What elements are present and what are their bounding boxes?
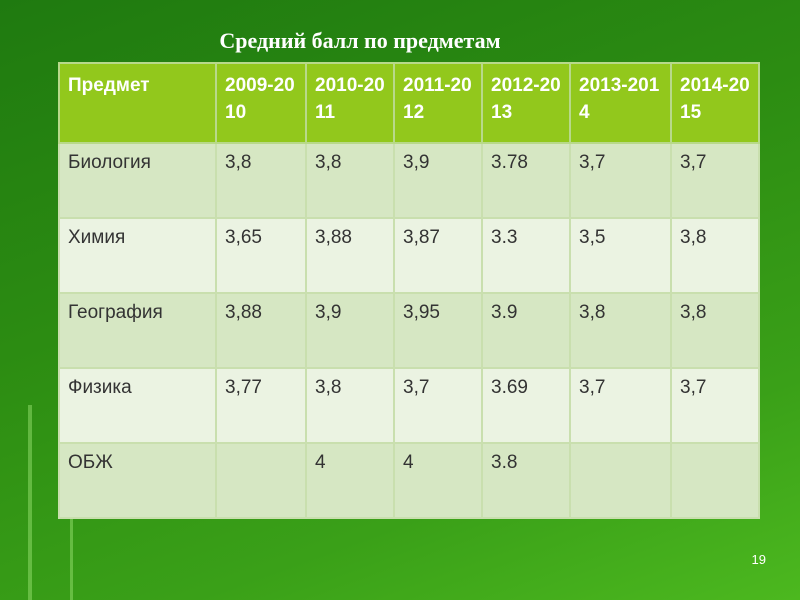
grade-cell: 3,87 [393,217,483,294]
grade-cell: 3.78 [481,142,571,219]
header-cell: 2011-2012 [393,62,483,144]
grade-cell: 3,9 [305,292,395,369]
grade-cell: 3,77 [215,367,307,444]
empty-cell [670,442,760,519]
grade-cell: 3,7 [670,367,760,444]
grade-cell: 3,88 [305,217,395,294]
table-row: Физика 3,77 3,8 3,7 3.69 3,7 3,7 [58,367,760,444]
empty-cell [569,442,672,519]
slide-title: Средний балл по предметам [219,28,501,53]
grade-cell: 3,65 [215,217,307,294]
grade-cell: 3,7 [569,367,672,444]
grade-cell: 3,8 [215,142,307,219]
table-row: География 3,88 3,9 3,95 3.9 3,8 3,8 [58,292,760,369]
empty-cell [215,442,307,519]
grade-cell: 3,8 [305,142,395,219]
grade-cell: 3,9 [393,142,483,219]
subject-cell: ОБЖ [58,442,217,519]
grade-cell: 3,8 [569,292,672,369]
header-cell: Предмет [58,62,217,144]
grade-cell: 3,7 [670,142,760,219]
grade-cell: 3,8 [305,367,395,444]
table-row: Биология 3,8 3,8 3,9 3.78 3,7 3,7 [58,142,760,219]
grade-cell: 3,8 [670,292,760,369]
decoration [70,470,73,600]
grade-cell: 3.8 [481,442,571,519]
header-row: Предмет 2009-2010 2010-2011 2011-2012 2012-2… [58,62,760,144]
subject-cell: Химия [58,217,217,294]
grade-cell: 4 [393,442,483,519]
header-cell: 2012-2013 [481,62,571,144]
grade-table: Предмет 2009-2010 2010-2011 2011-2012 2012-2… [58,62,760,519]
grade-cell: 3,7 [569,142,672,219]
header-cell: 2014-2015 [670,62,760,144]
grade-cell: 3,7 [393,367,483,444]
subject-cell: География [58,292,217,369]
grade-cell: 3.9 [481,292,571,369]
header-cell: 2010-2011 [305,62,395,144]
slide-number: 19 [751,552,766,567]
header-cell: 2009-2010 [215,62,307,144]
decoration [28,405,32,600]
table-row: Химия 3,65 3,88 3,87 3.3 3,5 3,8 [58,217,760,294]
grade-cell: 3,5 [569,217,672,294]
header-cell: 2013-2014 [569,62,672,144]
grade-cell: 3,8 [670,217,760,294]
grade-cell: 3,95 [393,292,483,369]
grade-cell: 3.3 [481,217,571,294]
subject-cell: Биология [58,142,217,219]
subject-cell: Физика [58,367,217,444]
grade-cell: 3.69 [481,367,571,444]
grade-cell: 4 [305,442,395,519]
grade-cell: 3,88 [215,292,307,369]
table-row: ОБЖ 4 4 3.8 [58,442,760,519]
